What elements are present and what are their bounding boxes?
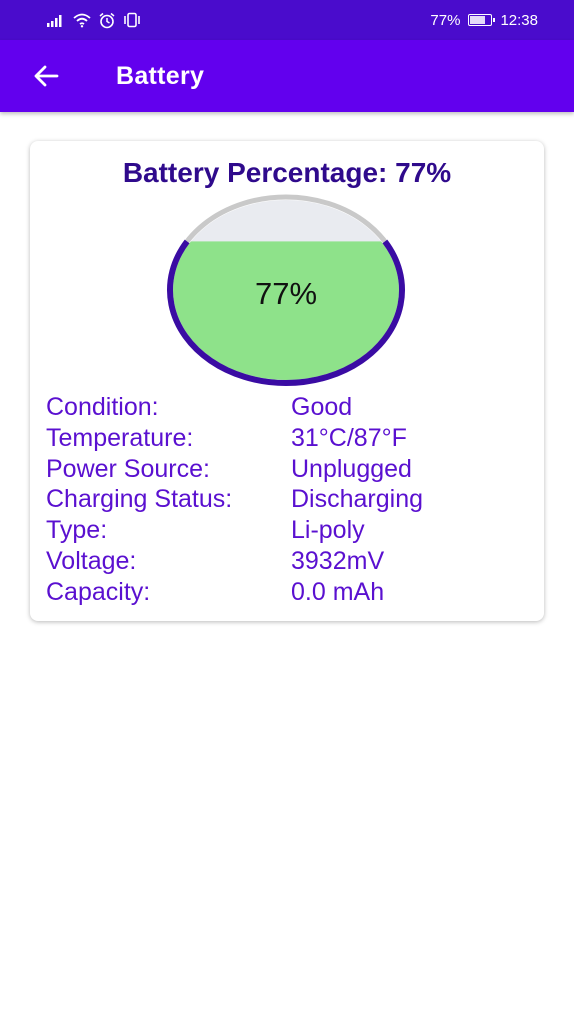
info-row: Power Source: Unplugged [46, 454, 526, 485]
battery-info-card: Battery Percentage: 77% 77% Condition: Go… [30, 141, 544, 621]
info-value: 31°C/87°F [291, 423, 407, 452]
status-battery-percent: 77% [430, 11, 461, 29]
info-key: Condition: [46, 393, 159, 421]
status-bar: 77% 12:38 [0, 0, 574, 40]
signal-icon [46, 13, 66, 27]
battery-icon [468, 14, 496, 26]
gauge-fill [173, 241, 399, 380]
info-value: Good [291, 393, 353, 421]
info-row: Voltage: 3932mV [46, 546, 526, 577]
status-time: 12:38 [500, 11, 538, 29]
info-key: Type: [46, 516, 108, 545]
info-row: Condition: Good [46, 392, 526, 423]
info-value: Unplugged [291, 454, 412, 483]
info-key: Capacity: [46, 577, 151, 606]
gauge-percent-label: 77% [254, 276, 318, 311]
wifi-icon [72, 12, 92, 28]
battery-icon-fill [470, 16, 486, 24]
arrow-left-icon [33, 65, 59, 87]
info-key: Voltage: [46, 546, 137, 575]
vibrate-icon [122, 12, 142, 28]
info-key: Charging Status: [46, 485, 233, 514]
info-row: Charging Status: Discharging [46, 484, 526, 515]
gauge-level-ring [167, 239, 405, 386]
back-button[interactable] [18, 48, 74, 104]
info-row: Type: Li-poly [46, 515, 526, 546]
status-icons-right: 77% 12:38 [430, 12, 538, 29]
status-icons-left [46, 12, 142, 29]
info-value: Li-poly [291, 516, 365, 545]
info-row: Capacity: 0.0 mAh [46, 577, 526, 608]
battery-gauge-svg [167, 194, 405, 386]
info-key: Power Source: [46, 454, 210, 483]
battery-details-list: Condition: Good Temperature: 31°C/87°F Power… [46, 392, 526, 608]
battery-gauge: 77% [166, 193, 406, 387]
info-key: Temperature: [46, 423, 194, 452]
battery-percentage-title: Battery Percentage: 77% [122, 157, 452, 188]
info-row: Temperature: 31°C/87°F [46, 423, 526, 454]
info-value: 0.0 mAh [291, 577, 385, 606]
info-value: Discharging [291, 485, 424, 514]
info-value: 3932mV [291, 546, 385, 575]
app-bar: Battery [0, 40, 574, 112]
page-title: Battery [116, 61, 205, 90]
alarm-icon [98, 12, 116, 29]
